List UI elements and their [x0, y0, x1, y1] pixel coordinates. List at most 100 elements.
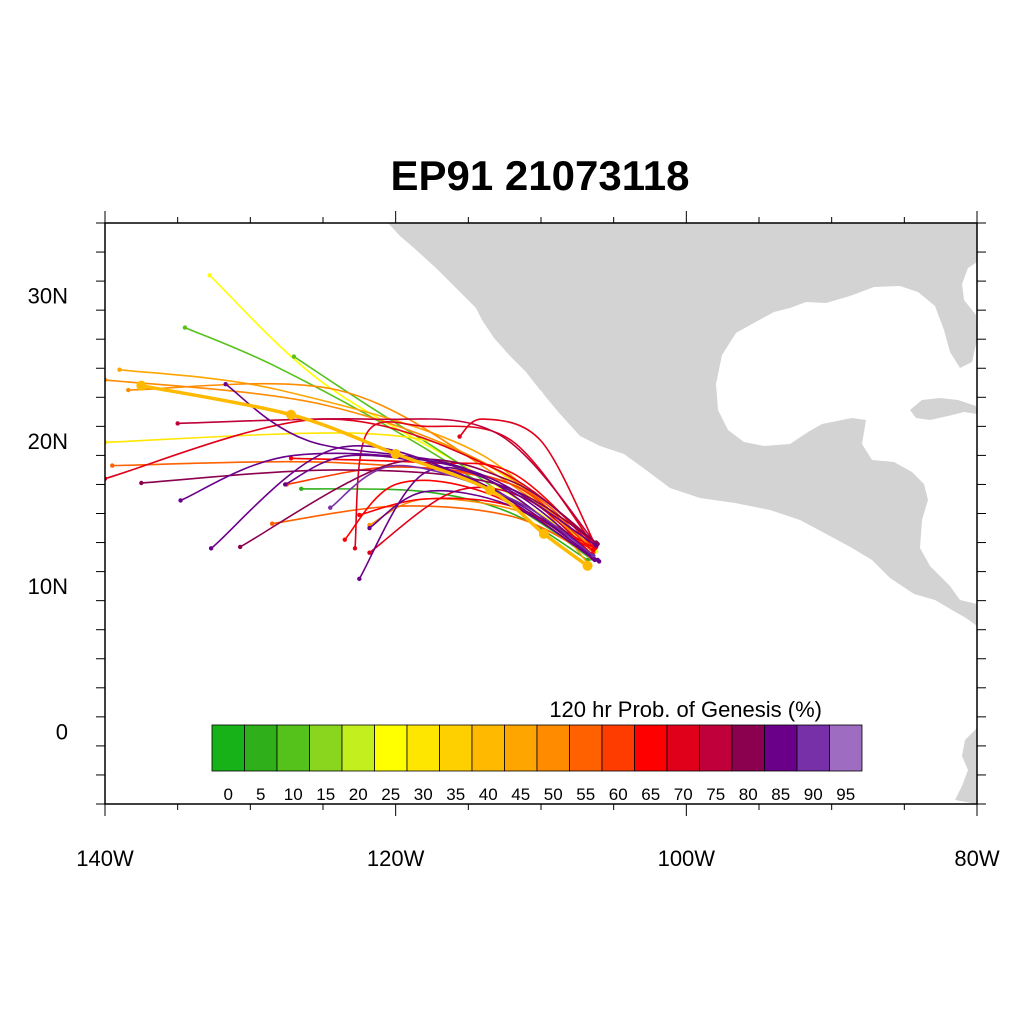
colorbar-label: 95 — [836, 785, 855, 804]
y-tick-label: 0 — [56, 719, 68, 744]
colorbar-swatch — [439, 724, 473, 772]
colorbar-label: 55 — [576, 785, 595, 804]
track-end-point — [299, 486, 304, 492]
colorbar-label: 70 — [674, 785, 693, 804]
x-tick-label: 120W — [367, 846, 425, 871]
colorbar-swatch — [244, 724, 278, 772]
track-end-point — [139, 480, 144, 486]
colorbar-label: 45 — [511, 785, 530, 804]
colorbar-label: 65 — [641, 785, 660, 804]
axis-ticks: 140W 120W 100W 80W 0 10N 20N 30N — [28, 211, 1000, 871]
track-end-point — [223, 382, 228, 387]
track-end-point — [126, 387, 131, 393]
colorbar-label: 90 — [804, 785, 823, 804]
track-end-point — [357, 512, 362, 518]
x-tick-label: 140W — [76, 846, 134, 871]
track-end-point — [110, 463, 115, 468]
track-layer — [105, 273, 602, 582]
track-end-point — [178, 498, 183, 503]
colorbar-label: 50 — [544, 785, 563, 804]
y-tick-label: 20N — [28, 429, 68, 454]
y-tick-label: 10N — [28, 574, 68, 599]
track-end-point — [288, 456, 294, 461]
colorbar-swatch — [569, 724, 603, 772]
colorbar-swatch — [796, 724, 830, 772]
ensemble-track-6 — [119, 368, 590, 565]
colorbar-label: 25 — [381, 785, 400, 804]
ensemble-track-7 — [105, 379, 593, 555]
track-end-point — [367, 550, 372, 555]
land-layer — [388, 223, 977, 804]
colorbar-swatch — [699, 724, 733, 772]
mean-track-point — [538, 528, 549, 539]
track-start-point — [594, 543, 599, 548]
track-end-point — [175, 421, 180, 426]
colorbar-swatch — [374, 724, 408, 772]
colorbar-swatch — [309, 724, 343, 772]
map-title: EP91 21073118 — [390, 152, 690, 199]
track-end-point — [237, 544, 243, 550]
south-america-land — [955, 728, 977, 804]
track-end-point — [283, 482, 288, 487]
ensemble-track-25 — [180, 452, 597, 547]
baja-california-land — [470, 280, 550, 396]
colorbar-title: 120 hr Prob. of Genesis (%) — [549, 697, 822, 722]
colorbar-label: 40 — [479, 785, 498, 804]
colorbar-swatch — [276, 724, 310, 772]
colorbar: 0 5 10 15 20 25 30 35 40 45 50 55 60 65 70 75 80 85 90 95 12… — [211, 697, 863, 804]
track-end-point — [269, 521, 275, 526]
mean-track-point — [136, 380, 147, 391]
colorbar-label: 10 — [284, 785, 303, 804]
ensemble-track-22 — [141, 469, 597, 544]
track-end-point — [207, 273, 212, 278]
colorbar-swatch — [211, 724, 245, 772]
colorbar-swatch — [829, 724, 863, 772]
track-end-point — [352, 546, 358, 551]
colorbar-swatch — [601, 724, 635, 772]
colorbar-label: 15 — [316, 785, 335, 804]
track-end-point — [342, 537, 347, 542]
colorbar-swatch — [731, 724, 765, 772]
colorbar-swatch — [536, 724, 570, 772]
colorbar-swatch — [504, 724, 538, 772]
colorbar-label: 5 — [256, 785, 265, 804]
colorbar-swatch — [471, 724, 505, 772]
ensemble-track-17 — [177, 417, 597, 545]
colorbar-swatch — [634, 724, 668, 772]
ensemble-track-21 — [239, 458, 599, 548]
track-end-point — [328, 505, 333, 510]
colorbar-label: 30 — [414, 785, 433, 804]
track-end-point — [357, 576, 362, 582]
colorbar-label: 75 — [706, 785, 725, 804]
track-end-point — [117, 367, 122, 372]
colorbar-swatch — [406, 724, 440, 772]
ensemble-track-11 — [271, 505, 593, 557]
track-end-point — [182, 325, 188, 330]
colorbar-label: 80 — [739, 785, 758, 804]
colorbar-swatch — [341, 724, 375, 772]
mean-track-point — [582, 560, 593, 571]
track-end-point — [457, 434, 462, 439]
ensemble-track-24 — [210, 444, 599, 561]
colorbar-swatch — [666, 724, 700, 772]
mean-track-point — [485, 485, 496, 496]
ensemble-track-23 — [358, 466, 600, 580]
ensemble-track-12 — [286, 466, 594, 552]
track-start-point — [591, 553, 596, 558]
mean-track-point — [390, 448, 401, 459]
mean-track-point — [286, 409, 297, 420]
north-america-mexico-land — [388, 223, 977, 626]
track-end-point — [291, 354, 297, 359]
ensemble-track-13 — [359, 497, 596, 550]
cuba-land — [910, 398, 977, 420]
ensemble-track-1 — [209, 274, 597, 552]
x-tick-label: 80W — [954, 846, 999, 871]
track-end-point — [208, 546, 214, 551]
track-end-point — [367, 525, 372, 531]
colorbar-label: 20 — [349, 785, 368, 804]
y-tick-label: 30N — [28, 284, 68, 309]
colorbar-label: 85 — [771, 785, 790, 804]
ensemble-track-28 — [225, 383, 593, 558]
colorbar-label: 0 — [224, 785, 233, 804]
